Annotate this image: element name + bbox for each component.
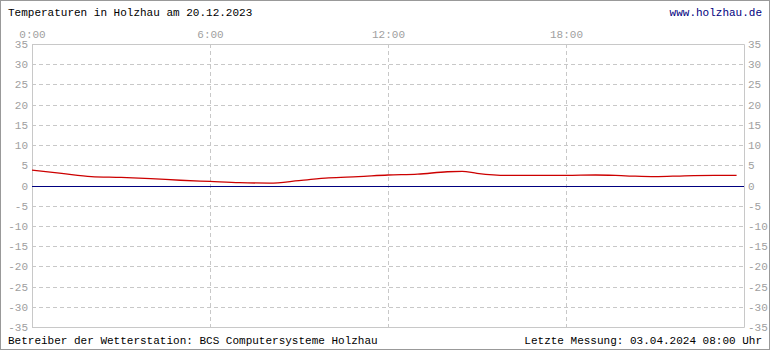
- grid-line: [32, 125, 744, 126]
- tick-label: 10: [748, 140, 761, 152]
- tick: 30: [744, 59, 761, 71]
- grid-line: [32, 246, 744, 247]
- tick: 25: [744, 79, 761, 91]
- tick: -30: [8, 302, 32, 314]
- grid-line: [566, 44, 567, 327]
- tick: 20: [744, 100, 761, 112]
- grid-line: [32, 186, 744, 187]
- grid-line: [388, 44, 389, 327]
- tick-label: 18:00: [550, 29, 583, 41]
- website: www.holzhau.de: [670, 7, 762, 19]
- tick-label: -25: [748, 282, 768, 294]
- y-axis-right: -35 -30 -25 -20 -15 -10 -5 0 5 10 15 20 25 30 35: [744, 39, 768, 334]
- tick-label: 30: [15, 59, 28, 71]
- tick-label: -35: [748, 322, 768, 334]
- tick: -20: [744, 261, 768, 273]
- axis-line: [744, 45, 745, 328]
- tick-label: 6:00: [197, 29, 223, 41]
- grid-line: [32, 64, 744, 65]
- tick: 25: [15, 79, 32, 91]
- tick: 15: [744, 120, 761, 132]
- grid-line: [32, 105, 744, 106]
- x-axis: 0:006:0012:0018:00: [19, 29, 744, 45]
- temperature-line: [32, 170, 737, 183]
- tick-label: -25: [8, 282, 28, 294]
- border: [1, 1, 770, 350]
- tick: -5: [15, 201, 32, 213]
- chart: 0:006:0012:0018:00-35-30-25-20-15-10-505…: [0, 0, 770, 350]
- tick-label: -5: [748, 201, 761, 213]
- tick-label: -30: [8, 302, 28, 314]
- tick-label: -15: [748, 241, 768, 253]
- tick-label: 35: [748, 39, 761, 51]
- tick-label: -5: [15, 201, 28, 213]
- title: Temperaturen in Holzhau am 20.12.2023: [8, 7, 252, 19]
- tick-label: 20: [748, 100, 761, 112]
- tick-label: 0: [748, 181, 755, 193]
- tick-label: 5: [21, 160, 28, 172]
- grid: [32, 44, 744, 328]
- tick-label: 5: [748, 160, 755, 172]
- tick-label: -10: [748, 221, 768, 233]
- tick-label: 25: [748, 79, 761, 91]
- tick: 20: [15, 100, 32, 112]
- grid-line: [32, 307, 744, 308]
- tick: -20: [8, 261, 32, 273]
- tick: 18:00: [550, 29, 583, 44]
- tick: 30: [15, 59, 32, 71]
- last-measurement: Letzte Messung: 03.04.2024 08:00 Uhr: [524, 335, 762, 347]
- tick: 35: [744, 39, 761, 51]
- tick-label: 15: [748, 120, 761, 132]
- tick-label: 35: [15, 39, 28, 51]
- tick-label: -20: [8, 261, 28, 273]
- axis-line: [33, 44, 745, 45]
- grid-line: [210, 44, 211, 327]
- tick: -10: [744, 221, 768, 233]
- grid-line: [32, 266, 744, 267]
- tick-label: -20: [748, 261, 768, 273]
- grid-line: [32, 327, 744, 328]
- tick-label: -10: [8, 221, 28, 233]
- tick: 35: [15, 39, 32, 51]
- tick: 6:00: [197, 29, 223, 44]
- grid-line: [32, 44, 33, 327]
- tick: 15: [15, 120, 32, 132]
- tick: -25: [744, 282, 768, 294]
- tick: 0: [21, 181, 32, 193]
- tick-label: 30: [748, 59, 761, 71]
- tick: -35: [8, 322, 32, 334]
- tick-label: 20: [15, 100, 28, 112]
- tick-label: -15: [8, 241, 28, 253]
- zero-line: [32, 186, 744, 187]
- tick-label: 25: [15, 79, 28, 91]
- tick: -5: [744, 201, 761, 213]
- tick-label: 10: [15, 140, 28, 152]
- y-axis-left: -35 -30 -25 -20 -15 -10 -5 0 5 10 15 20 25 30 35: [8, 39, 32, 334]
- tick: 10: [15, 140, 32, 152]
- tick: -10: [8, 221, 32, 233]
- plot-area: [32, 170, 744, 186]
- tick-label: -35: [8, 322, 28, 334]
- axis-line: [33, 327, 745, 328]
- tick-label: 12:00: [372, 29, 405, 41]
- tick: -30: [744, 302, 768, 314]
- tick: 12:00: [372, 29, 405, 44]
- tick: 0: [744, 181, 755, 193]
- tick: -35: [744, 322, 768, 334]
- operator: Betreiber der Wetterstation: BCS Compute…: [8, 335, 378, 347]
- grid-line: [32, 84, 744, 85]
- grid-line: [32, 44, 744, 45]
- tick-label: 15: [15, 120, 28, 132]
- tick: -15: [8, 241, 32, 253]
- tick: 5: [744, 160, 755, 172]
- tick-label: 0: [21, 181, 28, 193]
- grid-line: [32, 287, 744, 288]
- tick: 5: [21, 160, 32, 172]
- tick: -25: [8, 282, 32, 294]
- x-axis-bottom: [33, 327, 745, 328]
- tick: 10: [744, 140, 761, 152]
- tick-label: -30: [748, 302, 768, 314]
- tick: -15: [744, 241, 768, 253]
